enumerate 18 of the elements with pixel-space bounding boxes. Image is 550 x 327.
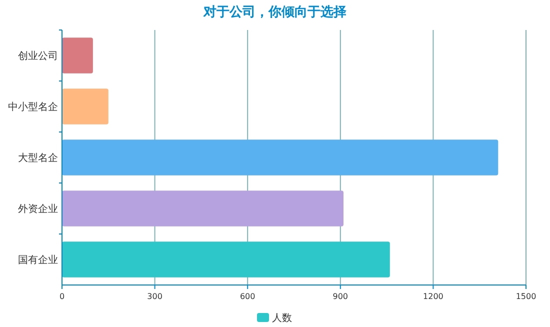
x-tick-label: 300 [147,292,162,301]
y-tick-label: 外资企业 [18,203,58,215]
y-tick-label: 中小型名企 [8,101,58,113]
bar [62,38,93,74]
bar [62,140,498,176]
y-tick-label: 大型名企 [18,152,58,164]
x-tick-label: 600 [240,292,256,301]
x-tick-label: 0 [59,292,65,301]
x-tick-label: 900 [332,292,348,301]
bar [62,190,344,226]
legend-label: 人数 [272,313,292,324]
bar [62,242,390,278]
x-tick-label: 1200 [423,292,444,301]
y-tick-label: 创业公司 [18,50,58,62]
y-tick-label: 国有企业 [18,254,58,266]
bar [62,88,108,124]
chart-title: 对于公司，你倾向于选择 [202,5,346,20]
x-tick-label: 1500 [516,292,536,301]
